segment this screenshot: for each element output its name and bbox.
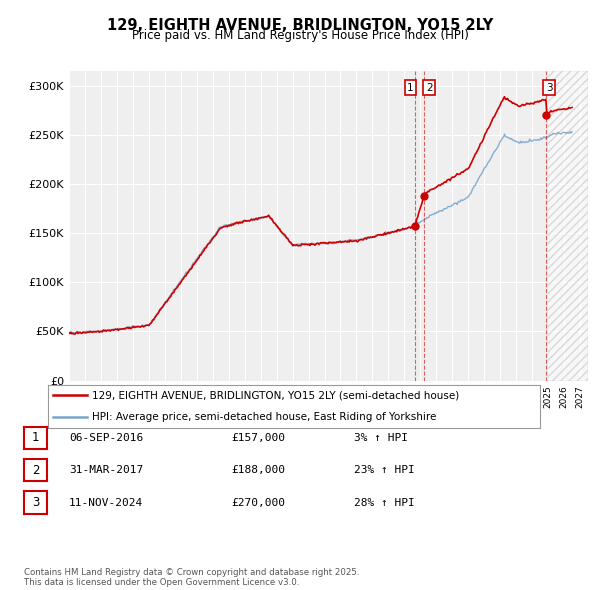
- Text: £270,000: £270,000: [231, 498, 285, 507]
- Text: 1: 1: [32, 431, 39, 444]
- Text: Price paid vs. HM Land Registry's House Price Index (HPI): Price paid vs. HM Land Registry's House …: [131, 30, 469, 42]
- Text: 3: 3: [32, 496, 39, 509]
- Text: HPI: Average price, semi-detached house, East Riding of Yorkshire: HPI: Average price, semi-detached house,…: [92, 412, 437, 422]
- Text: 23% ↑ HPI: 23% ↑ HPI: [354, 466, 415, 475]
- Text: 129, EIGHTH AVENUE, BRIDLINGTON, YO15 2LY (semi-detached house): 129, EIGHTH AVENUE, BRIDLINGTON, YO15 2L…: [92, 391, 460, 401]
- Text: £157,000: £157,000: [231, 433, 285, 442]
- Text: 3% ↑ HPI: 3% ↑ HPI: [354, 433, 408, 442]
- Text: Contains HM Land Registry data © Crown copyright and database right 2025.
This d: Contains HM Land Registry data © Crown c…: [24, 568, 359, 587]
- Text: 11-NOV-2024: 11-NOV-2024: [69, 498, 143, 507]
- Text: 06-SEP-2016: 06-SEP-2016: [69, 433, 143, 442]
- Text: 31-MAR-2017: 31-MAR-2017: [69, 466, 143, 475]
- Text: £188,000: £188,000: [231, 466, 285, 475]
- Text: 2: 2: [426, 83, 433, 93]
- Text: 1: 1: [407, 83, 414, 93]
- Text: 28% ↑ HPI: 28% ↑ HPI: [354, 498, 415, 507]
- Text: 129, EIGHTH AVENUE, BRIDLINGTON, YO15 2LY: 129, EIGHTH AVENUE, BRIDLINGTON, YO15 2L…: [107, 18, 493, 32]
- Bar: [548, 71, 588, 381]
- Text: 3: 3: [546, 83, 553, 93]
- Text: 2: 2: [32, 464, 39, 477]
